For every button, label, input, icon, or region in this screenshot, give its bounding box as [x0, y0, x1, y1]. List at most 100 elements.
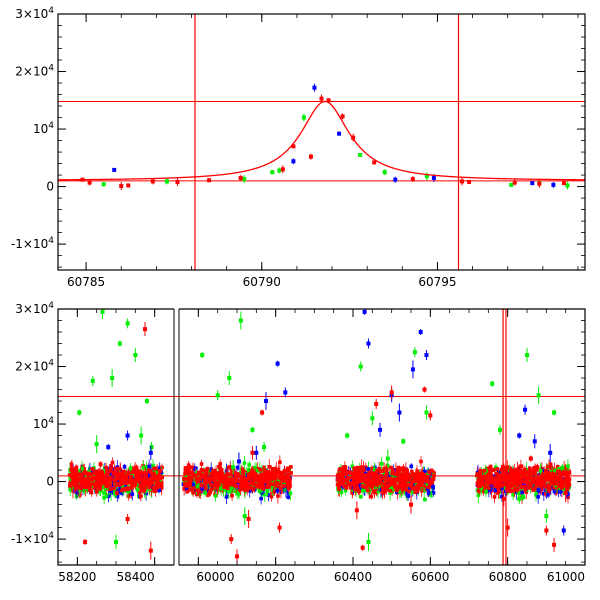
noise-point-red [236, 479, 240, 483]
noise-point [113, 493, 117, 497]
noise-point [133, 481, 137, 485]
noise-point-red [405, 468, 409, 473]
noise-point [520, 490, 524, 495]
noise-point-red [255, 474, 260, 479]
noise-point-red [395, 488, 400, 493]
noise-point-red [378, 478, 383, 482]
noise-point [548, 462, 553, 466]
noise-point [146, 473, 151, 478]
noise-point [382, 487, 387, 491]
noise-point [115, 479, 120, 484]
noise-point-red [287, 479, 292, 484]
noise-point-red [427, 470, 432, 474]
noise-point [152, 481, 156, 486]
noise-point-red [99, 480, 103, 485]
noise-point-red [413, 485, 418, 490]
noise-point-red [389, 465, 393, 470]
noise-point-red [344, 471, 349, 475]
noise-point-red [374, 478, 379, 483]
noise-point-red [236, 472, 241, 477]
noise-point-red [258, 477, 262, 482]
green-point [270, 170, 275, 175]
noise-point [534, 489, 539, 494]
noise-point [69, 487, 73, 491]
noise-point-red [127, 480, 131, 485]
noise-point [372, 468, 377, 472]
noise-point-red [213, 474, 218, 479]
noise-point [110, 460, 115, 465]
noise-point-red [240, 486, 245, 490]
noise-point-red [409, 484, 414, 489]
noise-point-red [202, 468, 206, 473]
noise-point [390, 475, 395, 480]
noise-point [104, 465, 108, 470]
noise-point [98, 486, 102, 491]
noise-point-red [195, 488, 199, 492]
noise-point [423, 497, 427, 502]
noise-point-red [278, 475, 282, 479]
noise-point-red [143, 482, 148, 487]
noise-point-red [152, 474, 156, 479]
noise-point-red [217, 471, 221, 476]
noise-point-red [160, 475, 165, 480]
green-point [565, 183, 570, 188]
noise-point-red [394, 477, 399, 482]
noise-point-red [99, 475, 103, 480]
noise-point-red [68, 484, 72, 488]
noise-point-red [244, 486, 249, 491]
noise-point-red [239, 475, 244, 480]
noise-point-red [225, 485, 230, 490]
noise-point-red [355, 467, 359, 471]
noise-point-red [218, 475, 222, 480]
red-point [238, 175, 243, 180]
noise-point-red [149, 477, 153, 481]
noise-point-red [344, 486, 349, 490]
noise-point-red [130, 482, 135, 487]
noise-point-red [267, 474, 271, 479]
noise-point-red [346, 481, 351, 486]
noise-point-red [136, 476, 140, 480]
noise-point-red [215, 483, 220, 488]
noise-point [409, 464, 414, 469]
noise-point-red [95, 482, 99, 487]
noise-point-red [261, 483, 265, 488]
green-point [424, 174, 429, 179]
noise-point-red [405, 482, 409, 486]
noise-point [189, 474, 193, 478]
panel-frame [57, 13, 586, 271]
noise-point [411, 489, 415, 494]
red-point [308, 154, 313, 159]
noise-point-red [280, 470, 285, 475]
noise-point-red [353, 483, 358, 488]
noise-point-red [274, 471, 279, 475]
noise-point-red [150, 472, 154, 476]
noise-point [547, 464, 551, 469]
noise-point-red [430, 479, 435, 484]
red-point [280, 167, 285, 172]
red-point [410, 177, 415, 182]
noise-point [278, 481, 283, 486]
noise-point-red [203, 475, 208, 480]
noise-point-red [402, 470, 407, 475]
noise-point-red [341, 465, 346, 469]
noise-point-red [130, 485, 134, 490]
noise-point-red [273, 476, 278, 481]
noise-point-red [403, 475, 407, 479]
noise-point-red [281, 484, 286, 488]
noise-point-red [285, 482, 290, 487]
green-point [358, 152, 363, 157]
noise-point-red [125, 487, 130, 492]
noise-point-red [352, 468, 357, 472]
y-tick-label: 0 [46, 180, 54, 194]
noise-point-red [232, 483, 236, 487]
noise-point-red [337, 473, 341, 477]
noise-point [354, 489, 358, 493]
noise-point [73, 487, 77, 492]
noise-point [379, 481, 384, 486]
noise-point [232, 485, 236, 489]
red-point [291, 144, 296, 149]
noise-point-red [82, 485, 87, 489]
noise-point [262, 492, 267, 497]
noise-point [495, 479, 500, 484]
noise-point-red [196, 479, 201, 484]
